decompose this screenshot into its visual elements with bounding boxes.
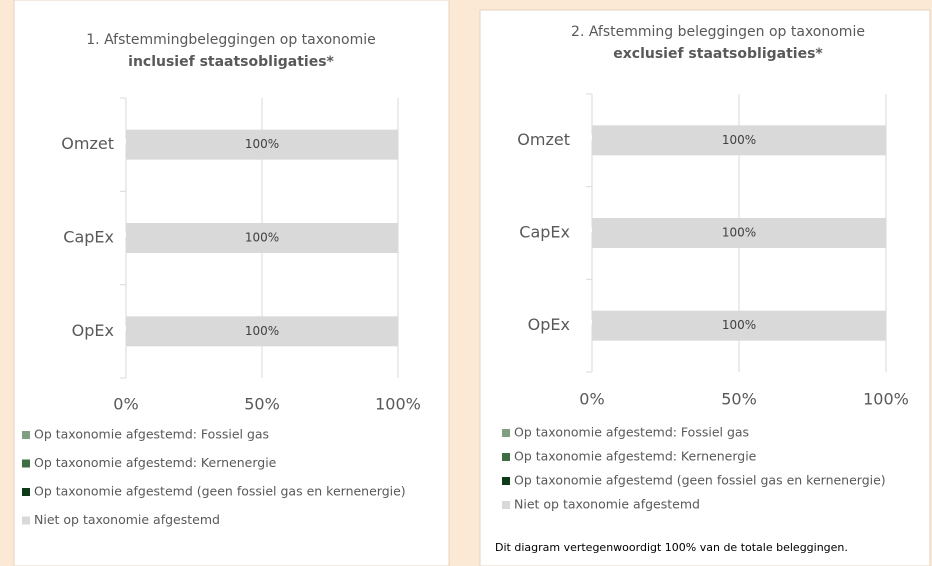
legend-label: Op taxonomie afgestemd (geen fossiel gas… xyxy=(34,484,406,499)
y-tick-label: OpEx xyxy=(528,315,570,334)
y-tick-label: CapEx xyxy=(519,223,570,242)
chart-title: 1. Afstemmingbeleggingen op taxonomie xyxy=(86,32,375,48)
x-tick-label: 100% xyxy=(375,395,421,414)
data-label: 100% xyxy=(245,231,279,245)
chart-title: 2. Afstemming beleggingen op taxonomie xyxy=(571,24,865,40)
x-tick-label: 50% xyxy=(721,390,757,409)
panel xyxy=(13,0,450,566)
x-tick-label: 0% xyxy=(579,390,604,409)
y-tick-label: Omzet xyxy=(61,134,114,153)
data-label: 100% xyxy=(722,133,756,147)
y-tick-label: Omzet xyxy=(517,130,570,149)
chart-subtitle: inclusief staatsobligaties* xyxy=(128,54,334,70)
legend-swatch xyxy=(502,501,510,509)
x-tick-label: 0% xyxy=(113,395,138,414)
data-label: 100% xyxy=(722,318,756,332)
bar-segment xyxy=(126,316,398,347)
legend-swatch xyxy=(22,431,30,439)
legend-label: Op taxonomie afgestemd: Kernenergie xyxy=(34,455,277,470)
bar-segment xyxy=(126,223,398,253)
bar-segment xyxy=(592,218,886,248)
y-tick-label: CapEx xyxy=(63,228,114,247)
chart-subtitle: exclusief staatsobligaties* xyxy=(613,46,823,62)
data-label: 100% xyxy=(722,226,756,240)
data-label: 100% xyxy=(245,324,279,338)
legend-label: Niet op taxonomie afgestemd xyxy=(514,497,700,512)
legend-label: Op taxonomie afgestemd: Kernenergie xyxy=(514,449,757,464)
legend-label: Op taxonomie afgestemd (geen fossiel gas… xyxy=(514,473,886,488)
panel xyxy=(479,9,931,566)
legend-swatch xyxy=(22,516,30,525)
legend-swatch xyxy=(22,488,30,496)
legend-swatch xyxy=(502,453,510,461)
legend-swatch xyxy=(22,459,30,468)
bar-segment xyxy=(126,129,398,160)
legend-label: Op taxonomie afgestemd: Fossiel gas xyxy=(514,425,749,440)
bar-segment xyxy=(592,125,886,156)
annotation: Dit diagram vertegenwoordigt 100% van de… xyxy=(495,541,848,554)
legend-label: Niet op taxonomie afgestemd xyxy=(34,512,220,527)
legend-swatch xyxy=(502,429,510,437)
bar-segment xyxy=(592,310,886,341)
legend-swatch xyxy=(502,477,510,485)
x-tick-label: 100% xyxy=(863,390,909,409)
legend-label: Op taxonomie afgestemd: Fossiel gas xyxy=(34,427,269,442)
x-tick-label: 50% xyxy=(244,395,280,414)
y-tick-label: OpEx xyxy=(72,321,114,340)
data-label: 100% xyxy=(245,137,279,151)
